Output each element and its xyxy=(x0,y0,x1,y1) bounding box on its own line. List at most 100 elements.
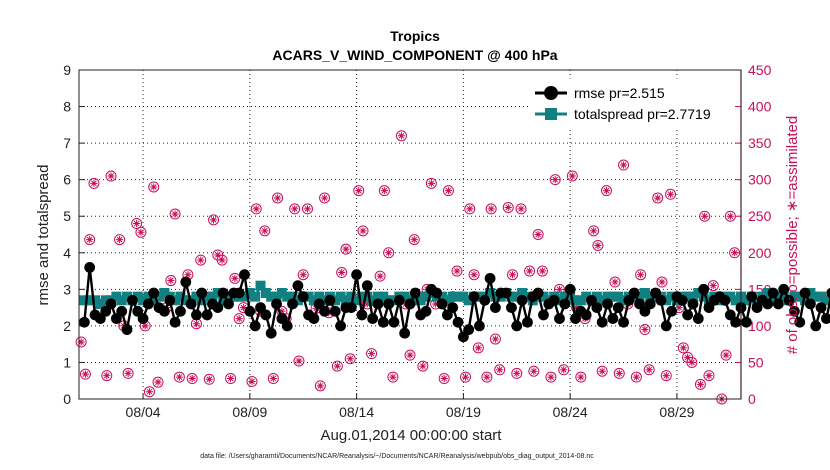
rmse-point xyxy=(84,262,96,273)
rmse-point xyxy=(484,272,496,284)
obs-possible-circle xyxy=(481,371,493,383)
rmse-point xyxy=(431,287,443,299)
obs-marker xyxy=(442,185,454,197)
rmse-point xyxy=(383,298,395,310)
chart-subtitle: ACARS_V_WIND_COMPONENT @ 400 hPa xyxy=(272,47,557,63)
spread-point xyxy=(255,280,266,291)
obs-marker xyxy=(699,210,711,222)
obs-assimilated-star xyxy=(124,369,132,378)
rmse-point xyxy=(532,287,544,299)
rmse-point xyxy=(388,316,400,328)
obs-assimilated-star xyxy=(197,256,205,264)
obs-marker xyxy=(724,210,736,222)
obs-marker xyxy=(468,269,480,281)
obs-marker xyxy=(536,265,548,277)
spread-point xyxy=(816,291,827,302)
obs-assimilated-star xyxy=(342,245,350,253)
obs-possible-circle xyxy=(656,276,668,288)
spread-point xyxy=(84,295,95,306)
obs-assimilated-star xyxy=(316,382,324,390)
obs-assimilated-star xyxy=(320,194,329,202)
obs-assimilated-star xyxy=(385,249,393,257)
obs-assimilated-star xyxy=(359,227,367,235)
rmse-point xyxy=(335,320,346,332)
obs-assimilated-star xyxy=(483,373,491,381)
obs-marker xyxy=(246,375,258,387)
obs-assimilated-star xyxy=(410,236,418,244)
spread-point xyxy=(292,295,303,306)
rmse-point xyxy=(212,302,224,314)
obs-marker xyxy=(297,269,309,281)
obs-possible-circle xyxy=(331,360,343,372)
obs-assimilated-star xyxy=(730,249,739,257)
rmse-point xyxy=(815,302,827,314)
obs-assimilated-star xyxy=(551,176,559,184)
obs-marker xyxy=(293,355,305,367)
obs-assimilated-star xyxy=(594,241,602,250)
obs-assimilated-star xyxy=(547,373,555,381)
rmse-point xyxy=(191,309,202,321)
spread-point xyxy=(154,291,165,302)
obs-possible-circle xyxy=(267,373,279,385)
obs-assimilated-star xyxy=(192,320,201,328)
rmse-point xyxy=(223,298,234,310)
obs-marker xyxy=(502,201,514,213)
rmse-point xyxy=(148,287,160,299)
spread-point xyxy=(511,291,522,302)
rmse-point xyxy=(308,313,320,324)
rmse-point xyxy=(169,316,181,328)
rmse-point xyxy=(121,324,133,335)
spread-point xyxy=(148,295,159,306)
rmse-point xyxy=(762,298,774,310)
obs-assimilated-star xyxy=(261,227,269,235)
obs-possible-circle xyxy=(588,225,600,237)
obs-marker xyxy=(592,239,604,251)
obs-marker xyxy=(489,333,501,345)
obs-marker xyxy=(549,174,561,186)
obs-marker xyxy=(319,192,331,204)
obs-marker xyxy=(438,373,450,385)
y-axis-right-label: # of obs: o=possible; ∗=assimilated xyxy=(784,116,801,355)
spread-point xyxy=(597,295,608,306)
obs-marker xyxy=(135,226,147,238)
obs-possible-circle xyxy=(592,239,604,251)
obs-marker xyxy=(152,376,164,388)
obs-assimilated-star xyxy=(662,372,670,380)
obs-assimilated-star xyxy=(568,172,576,180)
rmse-point xyxy=(175,305,186,317)
obs-assimilated-star xyxy=(355,187,363,195)
obs-possible-circle xyxy=(635,269,647,281)
obs-assimilated-star xyxy=(632,373,640,381)
obs-possible-circle xyxy=(250,203,262,215)
obs-possible-circle xyxy=(79,368,91,380)
obs-marker xyxy=(720,349,732,361)
obs-marker xyxy=(588,225,600,237)
obs-possible-circle xyxy=(489,333,501,345)
obs-marker xyxy=(75,336,87,348)
obs-assimilated-star xyxy=(184,271,192,279)
legend-spread-label: totalspread pr=2.7719 xyxy=(574,106,711,122)
rmse-point xyxy=(490,302,501,314)
spread-point xyxy=(340,295,351,306)
rmse-point xyxy=(799,287,811,299)
obs-assimilated-star xyxy=(115,236,124,244)
rmse-point xyxy=(329,305,341,317)
spread-point xyxy=(372,291,383,302)
obs-assimilated-star xyxy=(560,366,568,374)
obs-possible-circle xyxy=(378,185,390,197)
obs-marker xyxy=(225,373,237,385)
obs-assimilated-star xyxy=(77,338,85,346)
obs-possible-circle xyxy=(442,185,454,197)
spread-point xyxy=(810,291,821,302)
obs-possible-circle xyxy=(660,370,672,382)
spread-point xyxy=(351,295,362,306)
obs-assimilated-star xyxy=(427,179,435,187)
spread-point xyxy=(575,295,586,306)
spread-point xyxy=(682,291,693,302)
obs-assimilated-star xyxy=(278,307,286,315)
obs-marker xyxy=(507,269,519,281)
y-right-tick-label: 450 xyxy=(748,62,772,78)
rmse-point xyxy=(319,305,330,317)
obs-possible-circle xyxy=(233,313,245,325)
obs-marker xyxy=(686,356,698,368)
